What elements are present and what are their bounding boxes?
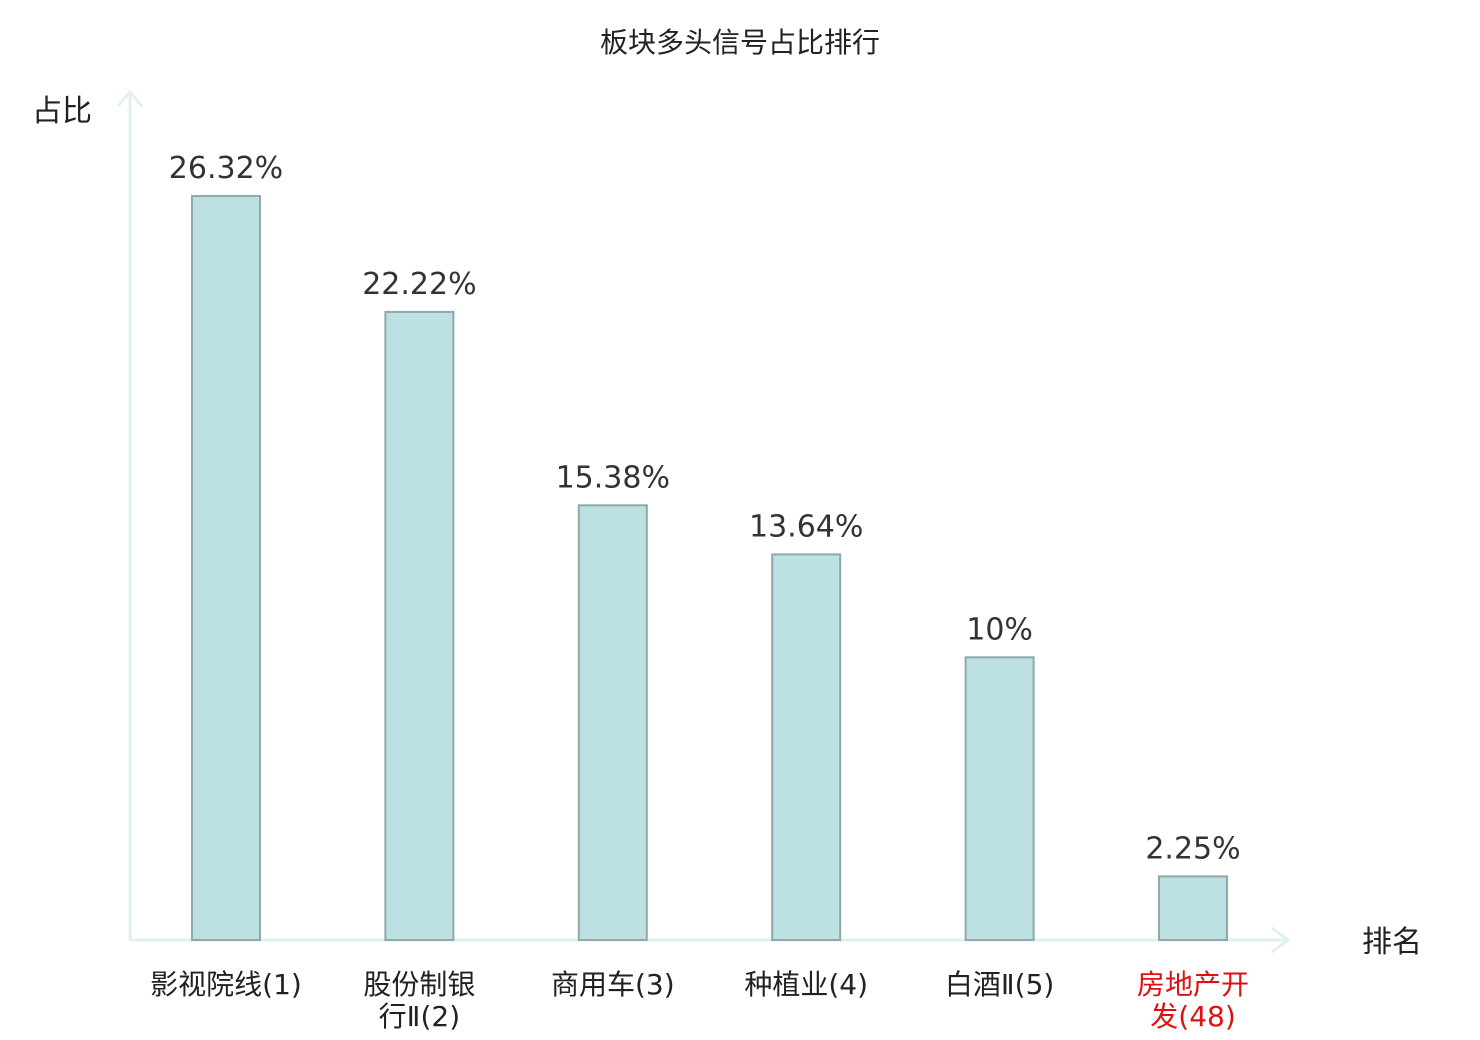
value-labels-group: 26.32% 22.22% 15.38% 13.64% 10% 2.25% <box>169 151 1241 866</box>
axes <box>116 89 1291 954</box>
bar-6 <box>1158 875 1228 942</box>
y-axis <box>116 89 144 940</box>
y-axis-label: 占比 <box>32 94 92 129</box>
value-label-1: 26.32% <box>169 151 283 186</box>
value-label-5: 10% <box>966 612 1033 647</box>
bar-4 <box>771 553 842 942</box>
value-label-3: 15.38% <box>556 460 670 495</box>
value-label-6: 2.25% <box>1145 831 1240 866</box>
bars-group <box>191 195 1228 942</box>
category-rank-3: (3) <box>635 968 675 1001</box>
chart-title: 板块多头信号占比排行 <box>600 26 880 59</box>
category-name-6-2: 发 <box>1150 1000 1178 1033</box>
category-label-3: 商用车(3) <box>551 968 675 1001</box>
category-rank-4: (4) <box>828 968 868 1001</box>
category-name-1-1: 影视院线 <box>150 968 262 1001</box>
category-rank-5: (5) <box>1015 968 1055 1001</box>
category-label-4: 种植业(4) <box>744 968 868 1001</box>
category-label-6: 房地产开发(48) <box>1137 968 1249 1033</box>
bar-5 <box>964 656 1035 941</box>
category-name-4-1: 种植业 <box>744 968 828 1001</box>
category-name-5-1: 白酒Ⅱ <box>945 968 1015 1001</box>
x-axis-label: 排名 <box>1362 925 1422 960</box>
category-name-2-1: 股份制银 <box>363 968 475 1001</box>
value-label-4: 13.64% <box>749 509 863 544</box>
category-rank-2: (2) <box>420 1000 460 1033</box>
category-rank-6: (48) <box>1178 1000 1235 1033</box>
category-label-2: 股份制银行Ⅱ(2) <box>363 968 475 1033</box>
category-rank-1: (1) <box>262 968 302 1001</box>
x-axis <box>130 926 1291 954</box>
bar-1 <box>191 195 261 941</box>
category-label-5: 白酒Ⅱ(5) <box>945 968 1054 1001</box>
category-name-6-1: 房地产开 <box>1137 968 1249 1001</box>
category-labels-group: 影视院线(1) 股份制银行Ⅱ(2)商用车(3) 种植业(4) 白酒Ⅱ(5) 房地产开发(… <box>150 968 1249 1033</box>
category-name-3-1: 商用车 <box>551 968 635 1001</box>
bar-3 <box>577 504 648 941</box>
bar-2 <box>384 310 455 941</box>
value-label-2: 22.22% <box>362 267 476 302</box>
category-name-2-2: 行Ⅱ <box>379 1000 421 1033</box>
category-label-1: 影视院线(1) <box>150 968 302 1001</box>
